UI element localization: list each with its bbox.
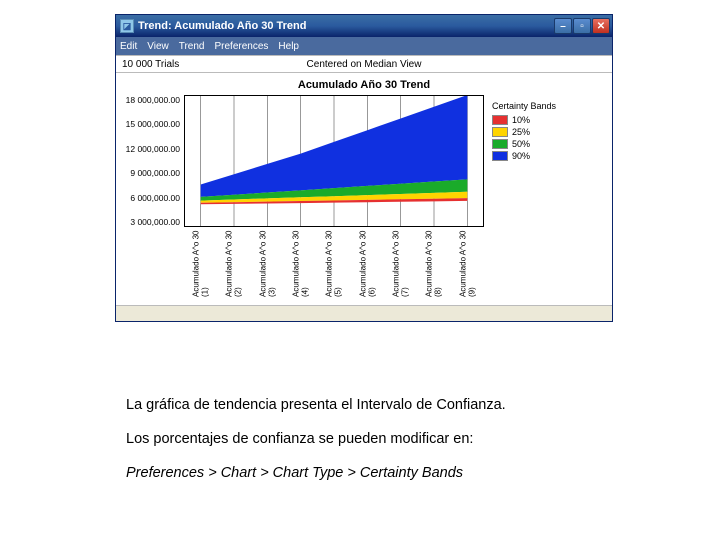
x-axis: Acumulado A^o 30 (1) Acumulado A^o 30 (2… <box>184 227 484 299</box>
info-line: 10 000 Trials Centered on Median View <box>116 55 612 73</box>
legend-label: 25% <box>512 127 530 137</box>
caption-line-3: Preferences > Chart > Chart Type > Certa… <box>126 460 506 486</box>
menu-preferences[interactable]: Preferences <box>215 41 269 52</box>
window-buttons: – ▫ ✕ <box>554 18 610 34</box>
y-tick: 9 000,000.00 <box>122 168 180 178</box>
legend-label: 90% <box>512 151 530 161</box>
legend-item: 50% <box>492 139 584 149</box>
y-tick: 12 000,000.00 <box>122 144 180 154</box>
legend-label: 50% <box>512 139 530 149</box>
menu-help[interactable]: Help <box>278 41 299 52</box>
x-label: Acumulado A^o 30 (6) <box>351 227 384 299</box>
close-button[interactable]: ✕ <box>592 18 610 34</box>
legend: Certainty Bands 10% 25% 50% 90% <box>484 95 584 299</box>
x-label: Acumulado A^o 30 (4) <box>284 227 317 299</box>
menu-edit[interactable]: Edit <box>120 41 137 52</box>
chart-area: Acumulado Año 30 Trend 18 000,000.00 15 … <box>116 73 612 305</box>
y-axis: 18 000,000.00 15 000,000.00 12 000,000.0… <box>122 95 184 227</box>
menubar: Edit View Trend Preferences Help <box>116 37 612 55</box>
swatch-90 <box>492 151 508 161</box>
app-icon: ◪ <box>120 19 134 33</box>
legend-item: 10% <box>492 115 584 125</box>
window-title: Trend: Acumulado Año 30 Trend <box>138 20 554 32</box>
x-label: Acumulado A^o 30 (8) <box>417 227 450 299</box>
statusbar <box>116 305 612 321</box>
menu-view[interactable]: View <box>147 41 169 52</box>
caption-line-2: Los porcentajes de confianza se pueden m… <box>126 426 506 452</box>
chart-plot <box>184 95 484 227</box>
caption-line-1: La gráfica de tendencia presenta el Inte… <box>126 392 506 418</box>
y-tick: 15 000,000.00 <box>122 119 180 129</box>
minimize-button[interactable]: – <box>554 18 572 34</box>
x-label: Acumulado A^o 30 (2) <box>217 227 250 299</box>
x-label: Acumulado A^o 30 (7) <box>384 227 417 299</box>
view-mode: Centered on Median View <box>307 59 422 70</box>
maximize-button[interactable]: ▫ <box>573 18 591 34</box>
legend-title: Certainty Bands <box>492 95 584 111</box>
titlebar[interactable]: ◪ Trend: Acumulado Año 30 Trend – ▫ ✕ <box>116 15 612 37</box>
chart-title: Acumulado Año 30 Trend <box>122 77 606 95</box>
legend-item: 25% <box>492 127 584 137</box>
x-label: Acumulado A^o 30 (9) <box>451 227 484 299</box>
legend-label: 10% <box>512 115 530 125</box>
swatch-10 <box>492 115 508 125</box>
x-label: Acumulado A^o 30 (3) <box>251 227 284 299</box>
y-tick: 18 000,000.00 <box>122 95 180 105</box>
y-tick: 6 000,000.00 <box>122 193 180 203</box>
menu-trend[interactable]: Trend <box>179 41 205 52</box>
caption-text: La gráfica de tendencia presenta el Inte… <box>126 392 506 494</box>
swatch-25 <box>492 127 508 137</box>
x-label: Acumulado A^o 30 (1) <box>184 227 217 299</box>
trials-count: 10 000 Trials <box>122 59 179 70</box>
app-window: ◪ Trend: Acumulado Año 30 Trend – ▫ ✕ Ed… <box>115 14 613 322</box>
y-tick: 3 000,000.00 <box>122 217 180 227</box>
x-label: Acumulado A^o 30 (5) <box>317 227 350 299</box>
swatch-50 <box>492 139 508 149</box>
legend-item: 90% <box>492 151 584 161</box>
